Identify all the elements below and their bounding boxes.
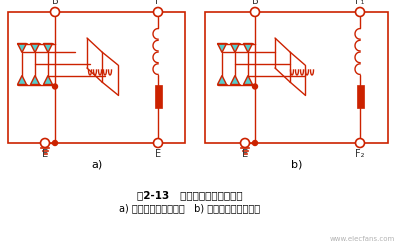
Text: B: B bbox=[252, 0, 258, 6]
Bar bbox=[154, 85, 162, 108]
Text: E: E bbox=[42, 149, 48, 159]
Circle shape bbox=[250, 7, 260, 16]
Circle shape bbox=[240, 138, 250, 147]
Polygon shape bbox=[18, 75, 26, 84]
Circle shape bbox=[52, 84, 58, 89]
Circle shape bbox=[50, 7, 60, 16]
Circle shape bbox=[154, 138, 162, 147]
Circle shape bbox=[40, 138, 50, 147]
Text: www.elecfans.com: www.elecfans.com bbox=[330, 236, 395, 242]
Text: E: E bbox=[155, 149, 161, 159]
Circle shape bbox=[154, 7, 162, 16]
Polygon shape bbox=[244, 44, 252, 53]
Text: F₁: F₁ bbox=[355, 0, 365, 6]
Bar bbox=[205, 12, 388, 143]
Circle shape bbox=[356, 138, 364, 147]
Polygon shape bbox=[244, 75, 252, 84]
Polygon shape bbox=[230, 75, 240, 84]
Polygon shape bbox=[218, 44, 226, 53]
Circle shape bbox=[252, 140, 258, 145]
Text: 图2-13   交流发电机的搭铁型式: 图2-13 交流发电机的搭铁型式 bbox=[137, 190, 243, 200]
Bar bbox=[356, 85, 364, 108]
Text: B: B bbox=[52, 0, 58, 6]
Polygon shape bbox=[44, 75, 52, 84]
Circle shape bbox=[356, 7, 364, 16]
Polygon shape bbox=[30, 44, 40, 53]
Text: E: E bbox=[242, 149, 248, 159]
Text: F₂: F₂ bbox=[355, 149, 365, 159]
Polygon shape bbox=[18, 44, 26, 53]
Circle shape bbox=[252, 84, 258, 89]
Polygon shape bbox=[44, 44, 52, 53]
Text: b): b) bbox=[291, 159, 302, 169]
Text: a): a) bbox=[91, 159, 102, 169]
Polygon shape bbox=[30, 75, 40, 84]
Bar bbox=[8, 12, 185, 143]
Circle shape bbox=[52, 140, 58, 145]
Text: a) 内搭铁型交流发电机   b) 外搭铁型交流发电机: a) 内搭铁型交流发电机 b) 外搭铁型交流发电机 bbox=[120, 203, 260, 213]
Text: F: F bbox=[155, 0, 161, 6]
Polygon shape bbox=[218, 75, 226, 84]
Polygon shape bbox=[230, 44, 240, 53]
